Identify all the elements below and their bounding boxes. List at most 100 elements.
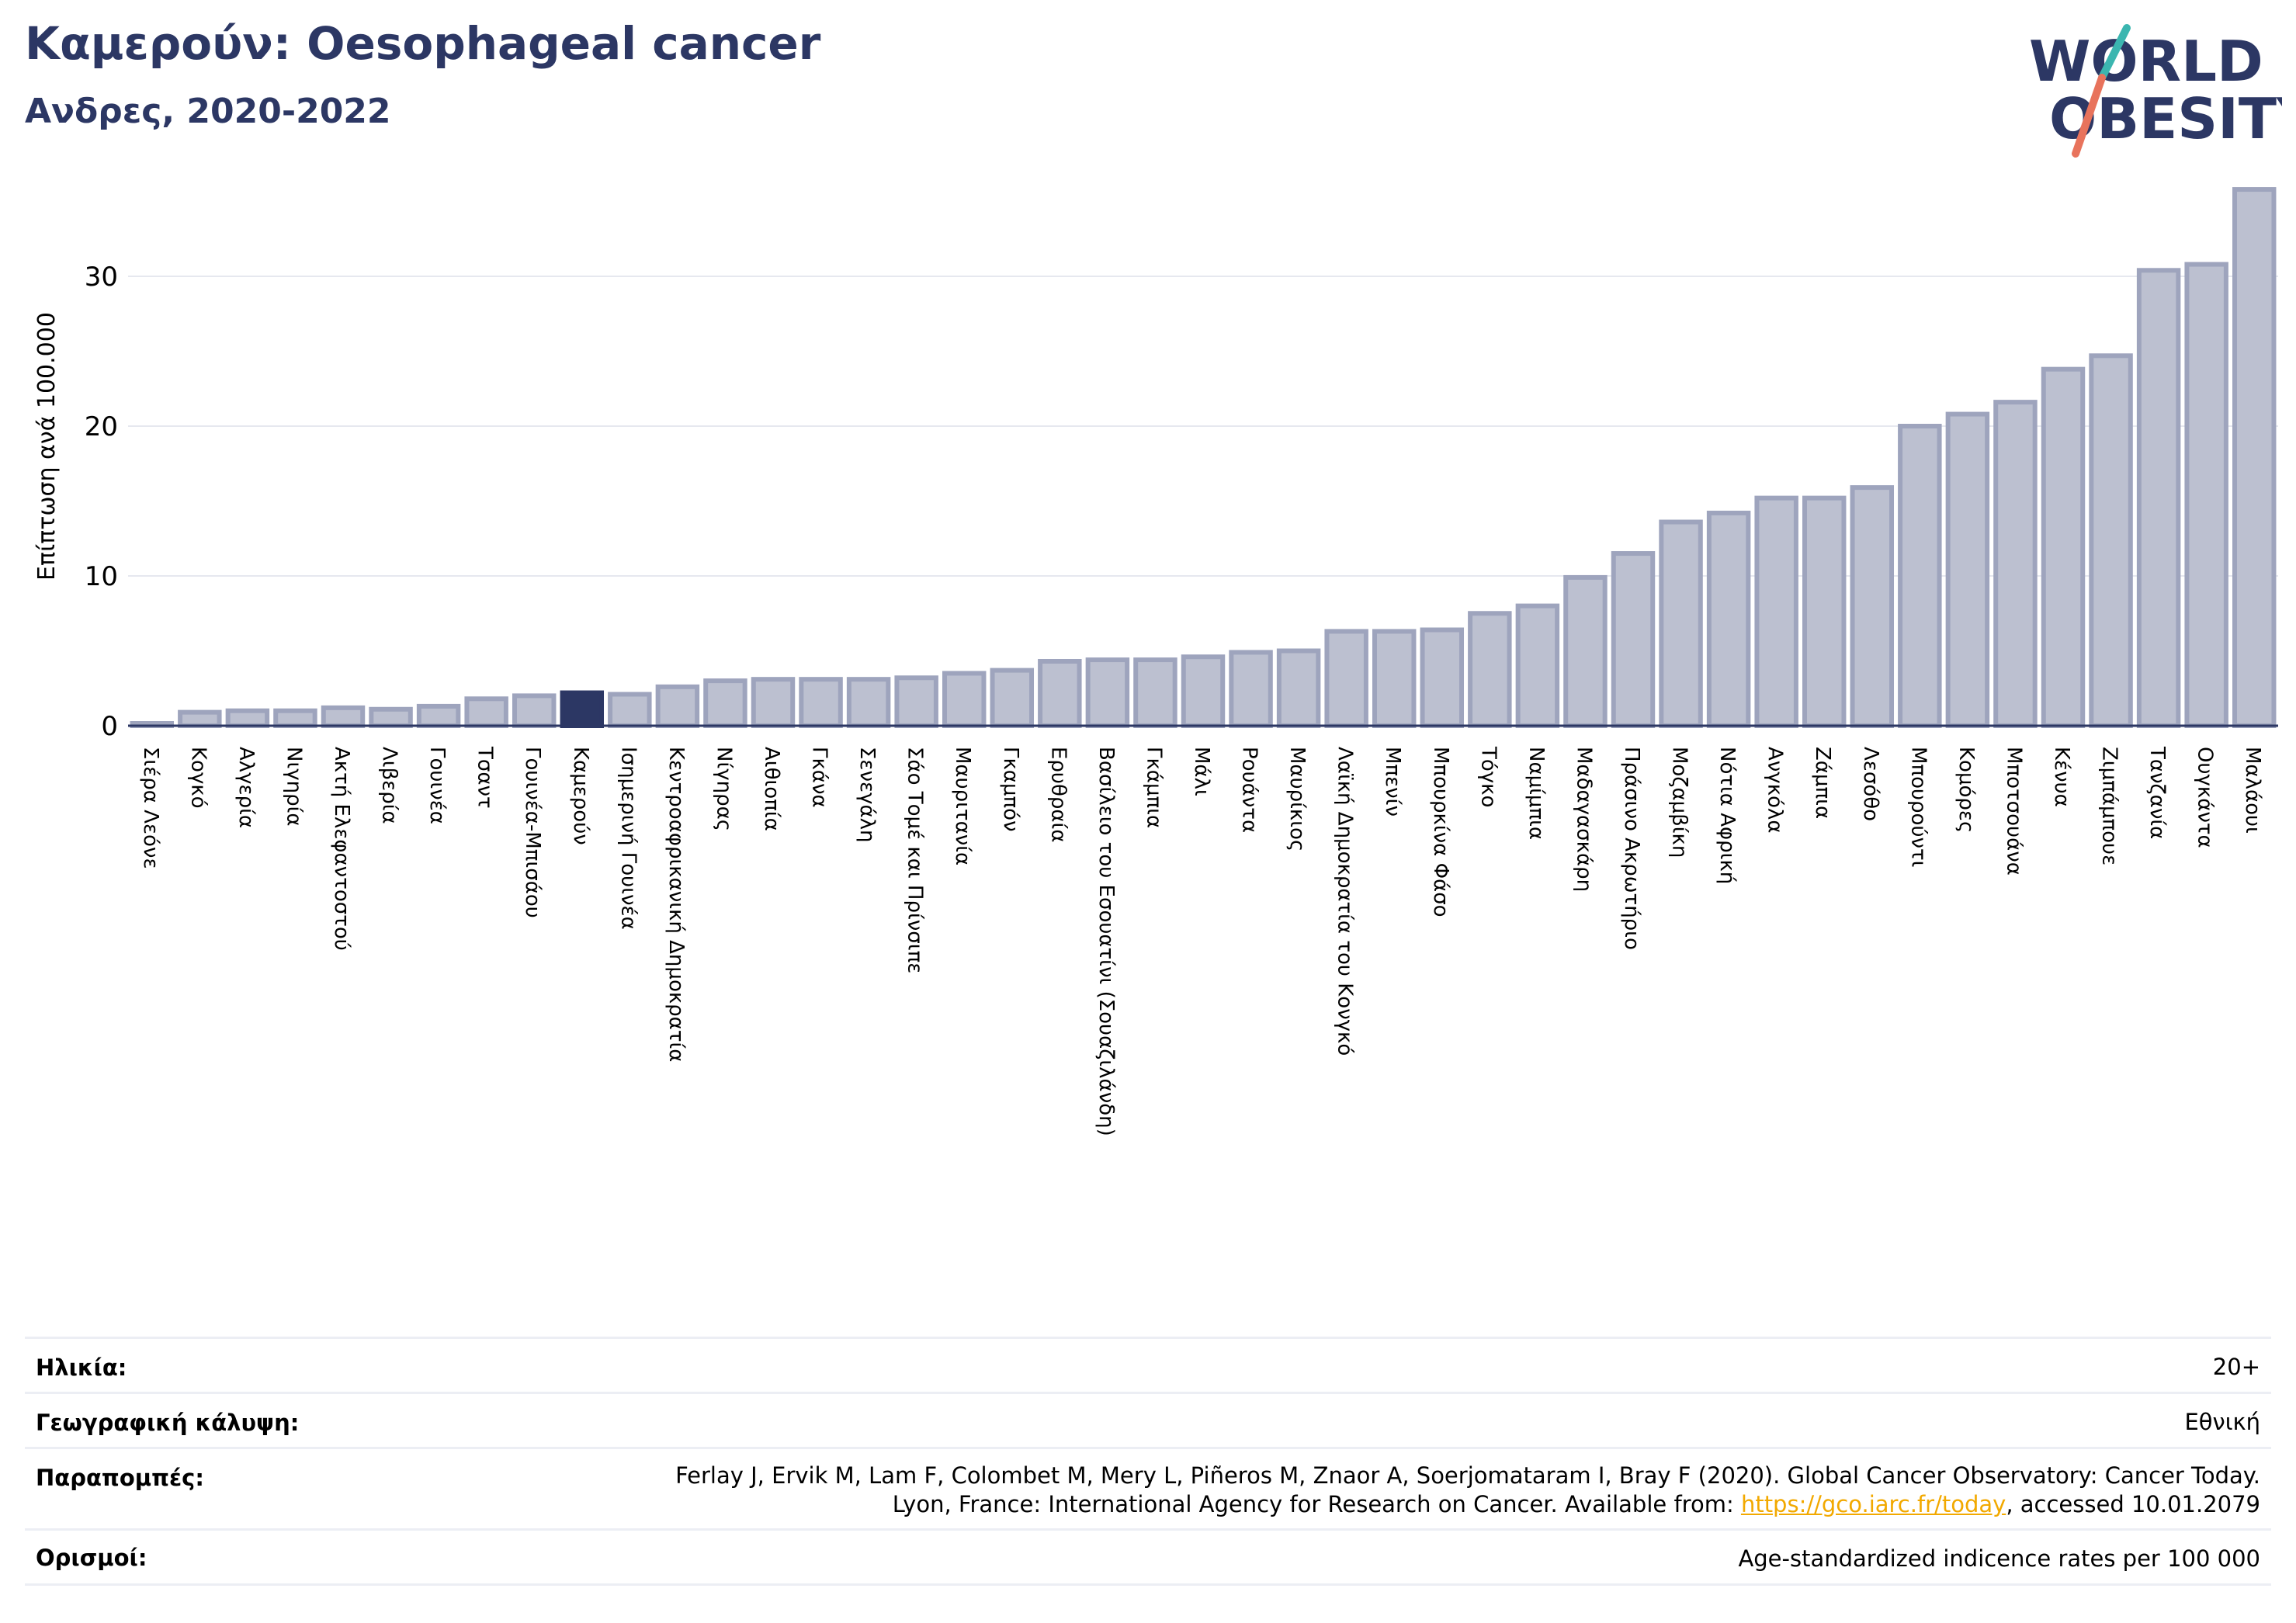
bar-26	[1324, 629, 1368, 728]
x-tick-label: Αιθιοπία	[760, 747, 783, 831]
y-tick-label: 0	[101, 711, 118, 742]
x-tick-label: Μποτσουάνα	[2002, 747, 2025, 876]
bar-27	[1372, 629, 1417, 728]
x-tick-label: Κεντροαφρικανική Δημοκρατία	[664, 747, 688, 1062]
coverage-value: Εθνική	[2184, 1409, 2260, 1435]
references-line1: Ferlay J, Ervik M, Lam F, Colombet M, Me…	[675, 1462, 2260, 1489]
x-tick-label: Νίγηρας	[712, 747, 735, 831]
bar-4	[273, 708, 317, 729]
x-tick-label: Μαυριτανία	[951, 747, 974, 865]
bar-37	[1850, 485, 1895, 728]
bar-25	[1276, 648, 1321, 728]
bar-41	[2041, 366, 2086, 728]
x-tick-label: Κένυα	[2050, 747, 2073, 807]
info-row-definitions: Ορισμοί: Age-standardized indicence rate…	[25, 1528, 2271, 1586]
x-tick-label: Κογκό	[186, 747, 210, 809]
x-tick-label: Γκάνα	[808, 747, 831, 808]
bar-10	[560, 690, 605, 728]
bar-2	[178, 709, 222, 729]
logo-line1: WORLD	[2029, 29, 2263, 94]
x-tick-label: Ισημερινή Γουινέα	[616, 747, 640, 930]
x-tick-label: Μαυρίκιος	[1285, 747, 1309, 851]
x-tick-label: Νότια Αφρική	[1715, 747, 1739, 884]
x-tick-label: Λεσόθο	[1859, 747, 1882, 821]
x-tick-label: Νιγηρία	[282, 747, 305, 827]
bar-28	[1420, 627, 1465, 728]
x-tick-label: Γουινέα	[425, 747, 449, 824]
bar-33	[1659, 519, 1703, 729]
bar-32	[1611, 551, 1656, 728]
references-label: Παραπομπές:	[36, 1465, 204, 1491]
bar-13	[703, 678, 747, 728]
logo-slash-teal	[2098, 24, 2131, 81]
x-tick-label: Ρουάντα	[1238, 747, 1261, 833]
x-tick-label: Γουινέα-Μπισάου	[521, 747, 544, 918]
x-tick-label: Αλγερία	[234, 747, 258, 828]
x-tick-label: Ζάμπια	[1811, 747, 1834, 819]
x-tick-label: Γκαμπόν	[999, 747, 1022, 832]
bar-8	[464, 696, 508, 729]
bar-31	[1563, 574, 1608, 728]
bar-39	[1945, 411, 1990, 728]
x-tick-label: Ζιμπάμπουε	[2098, 747, 2121, 865]
info-row-coverage: Γεωγραφική κάλυψη: Εθνική	[25, 1392, 2271, 1448]
x-tick-label: Ουγκάντα	[2194, 747, 2217, 848]
x-tick-label: Μαδαγασκάρη	[1572, 747, 1595, 892]
bar-23	[1181, 654, 1226, 728]
bar-45	[2232, 187, 2277, 728]
references-link[interactable]: https://gco.iarc.fr/today	[1740, 1491, 2006, 1517]
age-label: Ηλικία:	[36, 1354, 127, 1381]
bar-11	[608, 692, 652, 728]
world-obesity-logo: WORLD OBESITY	[2029, 24, 2282, 158]
axis-layer: 0 10 20 30	[85, 262, 2278, 742]
bar-15	[799, 677, 843, 728]
chart-subtitle: Ανδρες, 2020-2022	[25, 92, 391, 131]
bar-7	[416, 703, 461, 728]
bar-34	[1706, 510, 1751, 728]
info-row-references: Παραπομπές: Ferlay J, Ervik M, Lam F, Co…	[25, 1447, 2271, 1530]
x-tick-label: Τσαντ	[473, 746, 497, 809]
y-tick-label: 20	[85, 411, 118, 442]
x-tick-label: Μοζαμβίκη	[1668, 747, 1691, 858]
chart-title: Καμερούν: Oesophageal cancer	[25, 17, 821, 70]
x-tick-label: Μαλάουι	[2241, 747, 2264, 834]
x-tick-label: Γκάμπια	[1142, 747, 1165, 828]
bar-14	[751, 677, 796, 728]
x-tick-label: Μπουρκίνα Φάσο	[1429, 747, 1452, 917]
references-line2-post: , accessed 10.01.2079	[2006, 1491, 2260, 1517]
info-row-age: Ηλικία: 20+	[25, 1337, 2271, 1393]
bar-44	[2184, 262, 2228, 728]
coverage-label: Γεωγραφική κάλυψη:	[36, 1410, 300, 1436]
bar-18	[942, 671, 987, 729]
bar-35	[1754, 495, 1798, 728]
age-value: 20+	[2212, 1354, 2260, 1380]
bar-20	[1038, 659, 1082, 729]
x-tick-label: Μπουρούντι	[1906, 747, 1930, 867]
references-line2: Lyon, France: International Agency for R…	[675, 1490, 2260, 1519]
bar-36	[1802, 495, 1847, 728]
bar-43	[2136, 268, 2181, 728]
bar-chart: 0 10 20 30 Σιέρα Λεόνε Κογκό Αλγερία Νιγηρία Ακ…	[33, 187, 2278, 1136]
bar-21	[1085, 657, 1130, 729]
x-tick-label: Τανζανία	[2145, 746, 2169, 839]
bar-9	[512, 693, 557, 729]
x-labels-layer: Σιέρα Λεόνε Κογκό Αλγερία Νιγηρία Ακτή Ελεφα…	[139, 746, 2264, 1136]
bar-17	[894, 675, 938, 728]
definitions-label: Ορισμοί:	[36, 1545, 147, 1571]
bar-3	[225, 708, 270, 729]
x-tick-label: Κομόρες	[1954, 747, 1978, 833]
bar-16	[846, 677, 891, 728]
bar-29	[1468, 611, 1512, 728]
bar-40	[1993, 400, 2038, 728]
y-tick-label: 10	[85, 561, 118, 592]
x-tick-label: Βασίλειο του Εσουατίνι (Σουαζιλάνδη)	[1094, 747, 1118, 1136]
definitions-value: Age-standardized indicence rates per 100…	[1738, 1545, 2260, 1572]
bar-12	[655, 684, 700, 729]
y-axis-label: Επίπτωση ανά 100.000	[33, 312, 61, 581]
x-tick-label: Πράσινο Ακρωτήριο	[1620, 747, 1643, 950]
references-line2-pre: Lyon, France: International Agency for R…	[892, 1491, 1741, 1517]
x-tick-label: Ανγκόλα	[1764, 747, 1787, 833]
references-text: Ferlay J, Ervik M, Lam F, Colombet M, Me…	[675, 1462, 2260, 1519]
x-tick-label: Σιέρα Λεόνε	[139, 747, 162, 869]
bar-38	[1898, 424, 1942, 728]
